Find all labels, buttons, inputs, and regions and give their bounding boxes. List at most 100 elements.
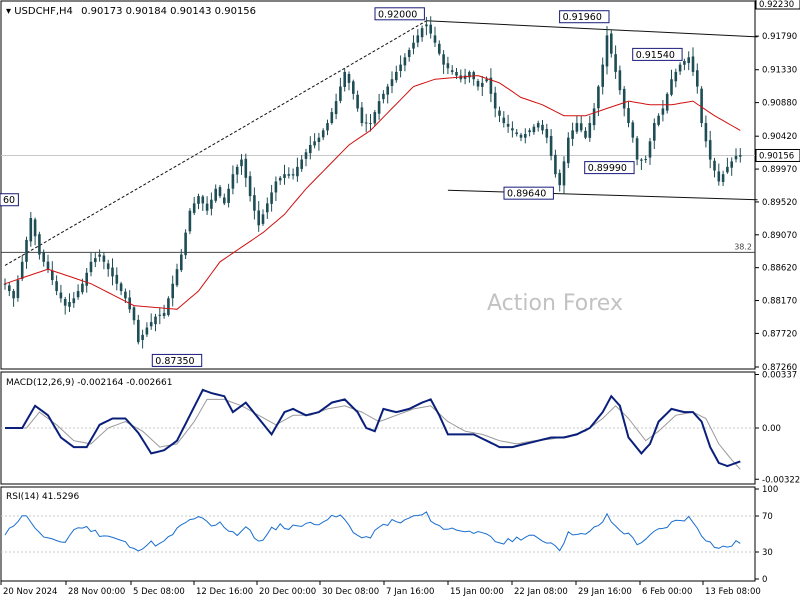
candle-body	[188, 210, 192, 232]
candle-body	[674, 71, 678, 82]
chart-symbol-header: ▾ USDCHF,H4 0.90173 0.90184 0.90143 0.90…	[6, 6, 256, 17]
candle-body	[55, 281, 58, 292]
rsi-axis: 100 70 30 0	[755, 485, 778, 585]
price-tick-label: 0.89070	[762, 231, 797, 241]
candle-body	[511, 128, 514, 131]
candle-body	[218, 187, 222, 197]
candle-body	[119, 283, 123, 292]
candle-body	[407, 50, 411, 58]
collapse-triangle-icon[interactable]: ▾	[6, 6, 14, 17]
time-axis: 20 Nov 2024 28 Nov 00:00 5 Dec 08:00 12 Dec…	[0, 581, 761, 597]
candle-body	[571, 130, 574, 139]
trend-line	[426, 20, 758, 38]
candle-body	[291, 174, 295, 176]
candle-body	[670, 79, 673, 95]
candle-body	[519, 134, 523, 138]
candle-body	[352, 81, 355, 94]
candle-body	[253, 195, 256, 211]
candle-body	[545, 128, 549, 138]
candle-body	[261, 214, 265, 224]
price-tick-label: 0.88620	[762, 264, 797, 274]
candle-body	[12, 291, 15, 299]
candle-body	[601, 64, 604, 87]
candle-body	[726, 166, 729, 173]
candle-body	[644, 159, 647, 161]
candle-body	[708, 140, 712, 160]
price-level-tag-box	[584, 161, 635, 175]
candle-body	[197, 196, 200, 204]
candle-body	[162, 312, 166, 316]
candle-body	[244, 158, 248, 178]
candle-body	[3, 283, 7, 285]
top-price-box	[755, 0, 800, 10]
candle-body	[33, 219, 37, 237]
candle-body	[442, 54, 445, 65]
candle-body	[132, 307, 136, 321]
price-tick-label: 0.90420	[762, 132, 797, 142]
price-level-tag-box	[559, 10, 610, 24]
candle-body	[175, 269, 179, 286]
candle-body	[433, 35, 437, 43]
price-level-tag-label: 0.87350	[155, 356, 194, 367]
candle-body	[395, 71, 398, 81]
price-tick-label: 0.89970	[762, 165, 797, 175]
candle-body	[420, 28, 424, 38]
candle-body	[425, 24, 428, 27]
candle-body	[614, 54, 617, 72]
price-level-tag-box	[374, 7, 425, 21]
price-level-tag-label: 0.89990	[588, 163, 627, 174]
macd-tick-label: -0.003227	[762, 475, 800, 485]
candle-body	[235, 166, 239, 175]
candle-body	[661, 108, 665, 115]
trend-line	[4, 20, 427, 266]
candle-body	[317, 137, 321, 142]
time-tick-label: 6 Feb 00:00	[642, 587, 692, 597]
candle-body	[584, 130, 587, 138]
candle-body	[145, 327, 149, 335]
candle-body	[29, 218, 33, 242]
price-level-tag-label: 60	[3, 195, 15, 206]
candle-body	[334, 101, 338, 115]
candle-body	[618, 70, 622, 91]
candle-body	[665, 93, 669, 111]
candle-body	[356, 94, 359, 109]
candle-body	[321, 130, 325, 138]
candle-body	[287, 174, 291, 176]
candle-body	[721, 174, 725, 182]
macd-tick-label: 0.00	[762, 424, 781, 434]
candle-body	[498, 110, 501, 116]
candle-body	[739, 155, 742, 157]
candle-body	[339, 86, 342, 101]
candles	[3, 16, 742, 349]
trend-lines	[4, 20, 758, 266]
time-tick-label: 15 Jan 00:00	[450, 587, 504, 597]
candle-body	[154, 316, 157, 325]
candle-body	[330, 112, 334, 124]
time-tick-label: 30 Dec 08:00	[322, 587, 379, 597]
candle-body	[248, 176, 252, 197]
candle-body	[296, 166, 299, 177]
candle-body	[205, 203, 209, 211]
candle-body	[364, 122, 368, 124]
candle-body	[653, 123, 656, 141]
candle-body	[657, 115, 660, 125]
candle-body	[450, 70, 454, 72]
price-level-tag-label: 0.91960	[563, 12, 602, 23]
candle-body	[38, 234, 41, 255]
candle-body	[81, 283, 84, 293]
price-level-tag-box	[0, 193, 19, 207]
price-level-tag-box	[151, 353, 203, 367]
candle-body	[266, 203, 269, 213]
candle-body	[167, 298, 170, 315]
price-panel	[0, 0, 756, 370]
candle-body	[610, 33, 613, 54]
symbol-label: USDCHF,H4	[14, 6, 73, 17]
rsi-title: RSI(14) 41.5296	[6, 492, 79, 502]
candle-body	[622, 88, 626, 109]
candle-body	[343, 71, 346, 87]
current-price-box	[755, 148, 800, 162]
candle-body	[68, 301, 71, 307]
ohlc-values: 0.90173 0.90184 0.90143 0.90156	[81, 6, 256, 17]
price-tick-label: 0.87260	[762, 363, 797, 373]
